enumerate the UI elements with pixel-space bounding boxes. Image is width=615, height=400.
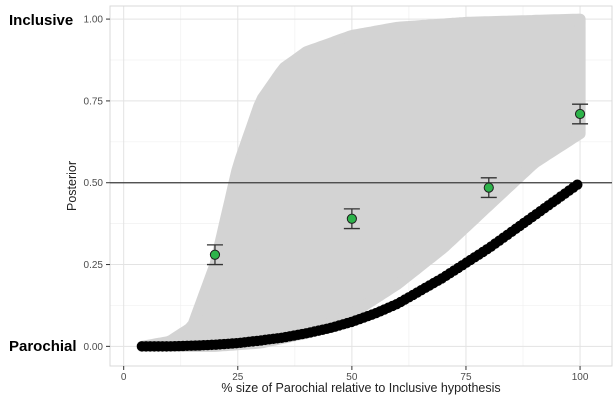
y-axis-ticks: 0.00 0.25 0.50 0.75 1.00 xyxy=(84,15,110,353)
y-tick-label: 0.50 xyxy=(84,178,104,189)
x-tick-label: 100 xyxy=(572,372,589,383)
data-points xyxy=(206,103,589,266)
black-curve xyxy=(136,179,583,352)
parochial-label: Parochial xyxy=(9,338,77,355)
data-point xyxy=(574,108,586,120)
x-tick-label: 0 xyxy=(121,372,127,383)
x-tick-label: 25 xyxy=(232,372,244,383)
x-axis-title: % size of Parochial relative to Inclusiv… xyxy=(221,381,500,395)
x-tick-label: 50 xyxy=(346,372,358,383)
data-point xyxy=(346,213,357,224)
y-axis-title: Posterior xyxy=(65,161,79,211)
x-tick-label: 75 xyxy=(460,372,472,383)
data-point xyxy=(483,182,494,193)
black-curve-dot xyxy=(572,179,583,190)
data-point xyxy=(209,249,221,260)
y-tick-label: 0.75 xyxy=(84,96,104,107)
y-tick-label: 0.25 xyxy=(84,260,104,271)
y-tick-label: 1.00 xyxy=(84,15,104,26)
plot-panel-border xyxy=(109,5,613,367)
inclusive-label: Inclusive xyxy=(9,12,74,29)
y-tick-label: 0.00 xyxy=(84,342,104,353)
x-axis-ticks: 0 25 50 75 100 xyxy=(121,366,589,383)
